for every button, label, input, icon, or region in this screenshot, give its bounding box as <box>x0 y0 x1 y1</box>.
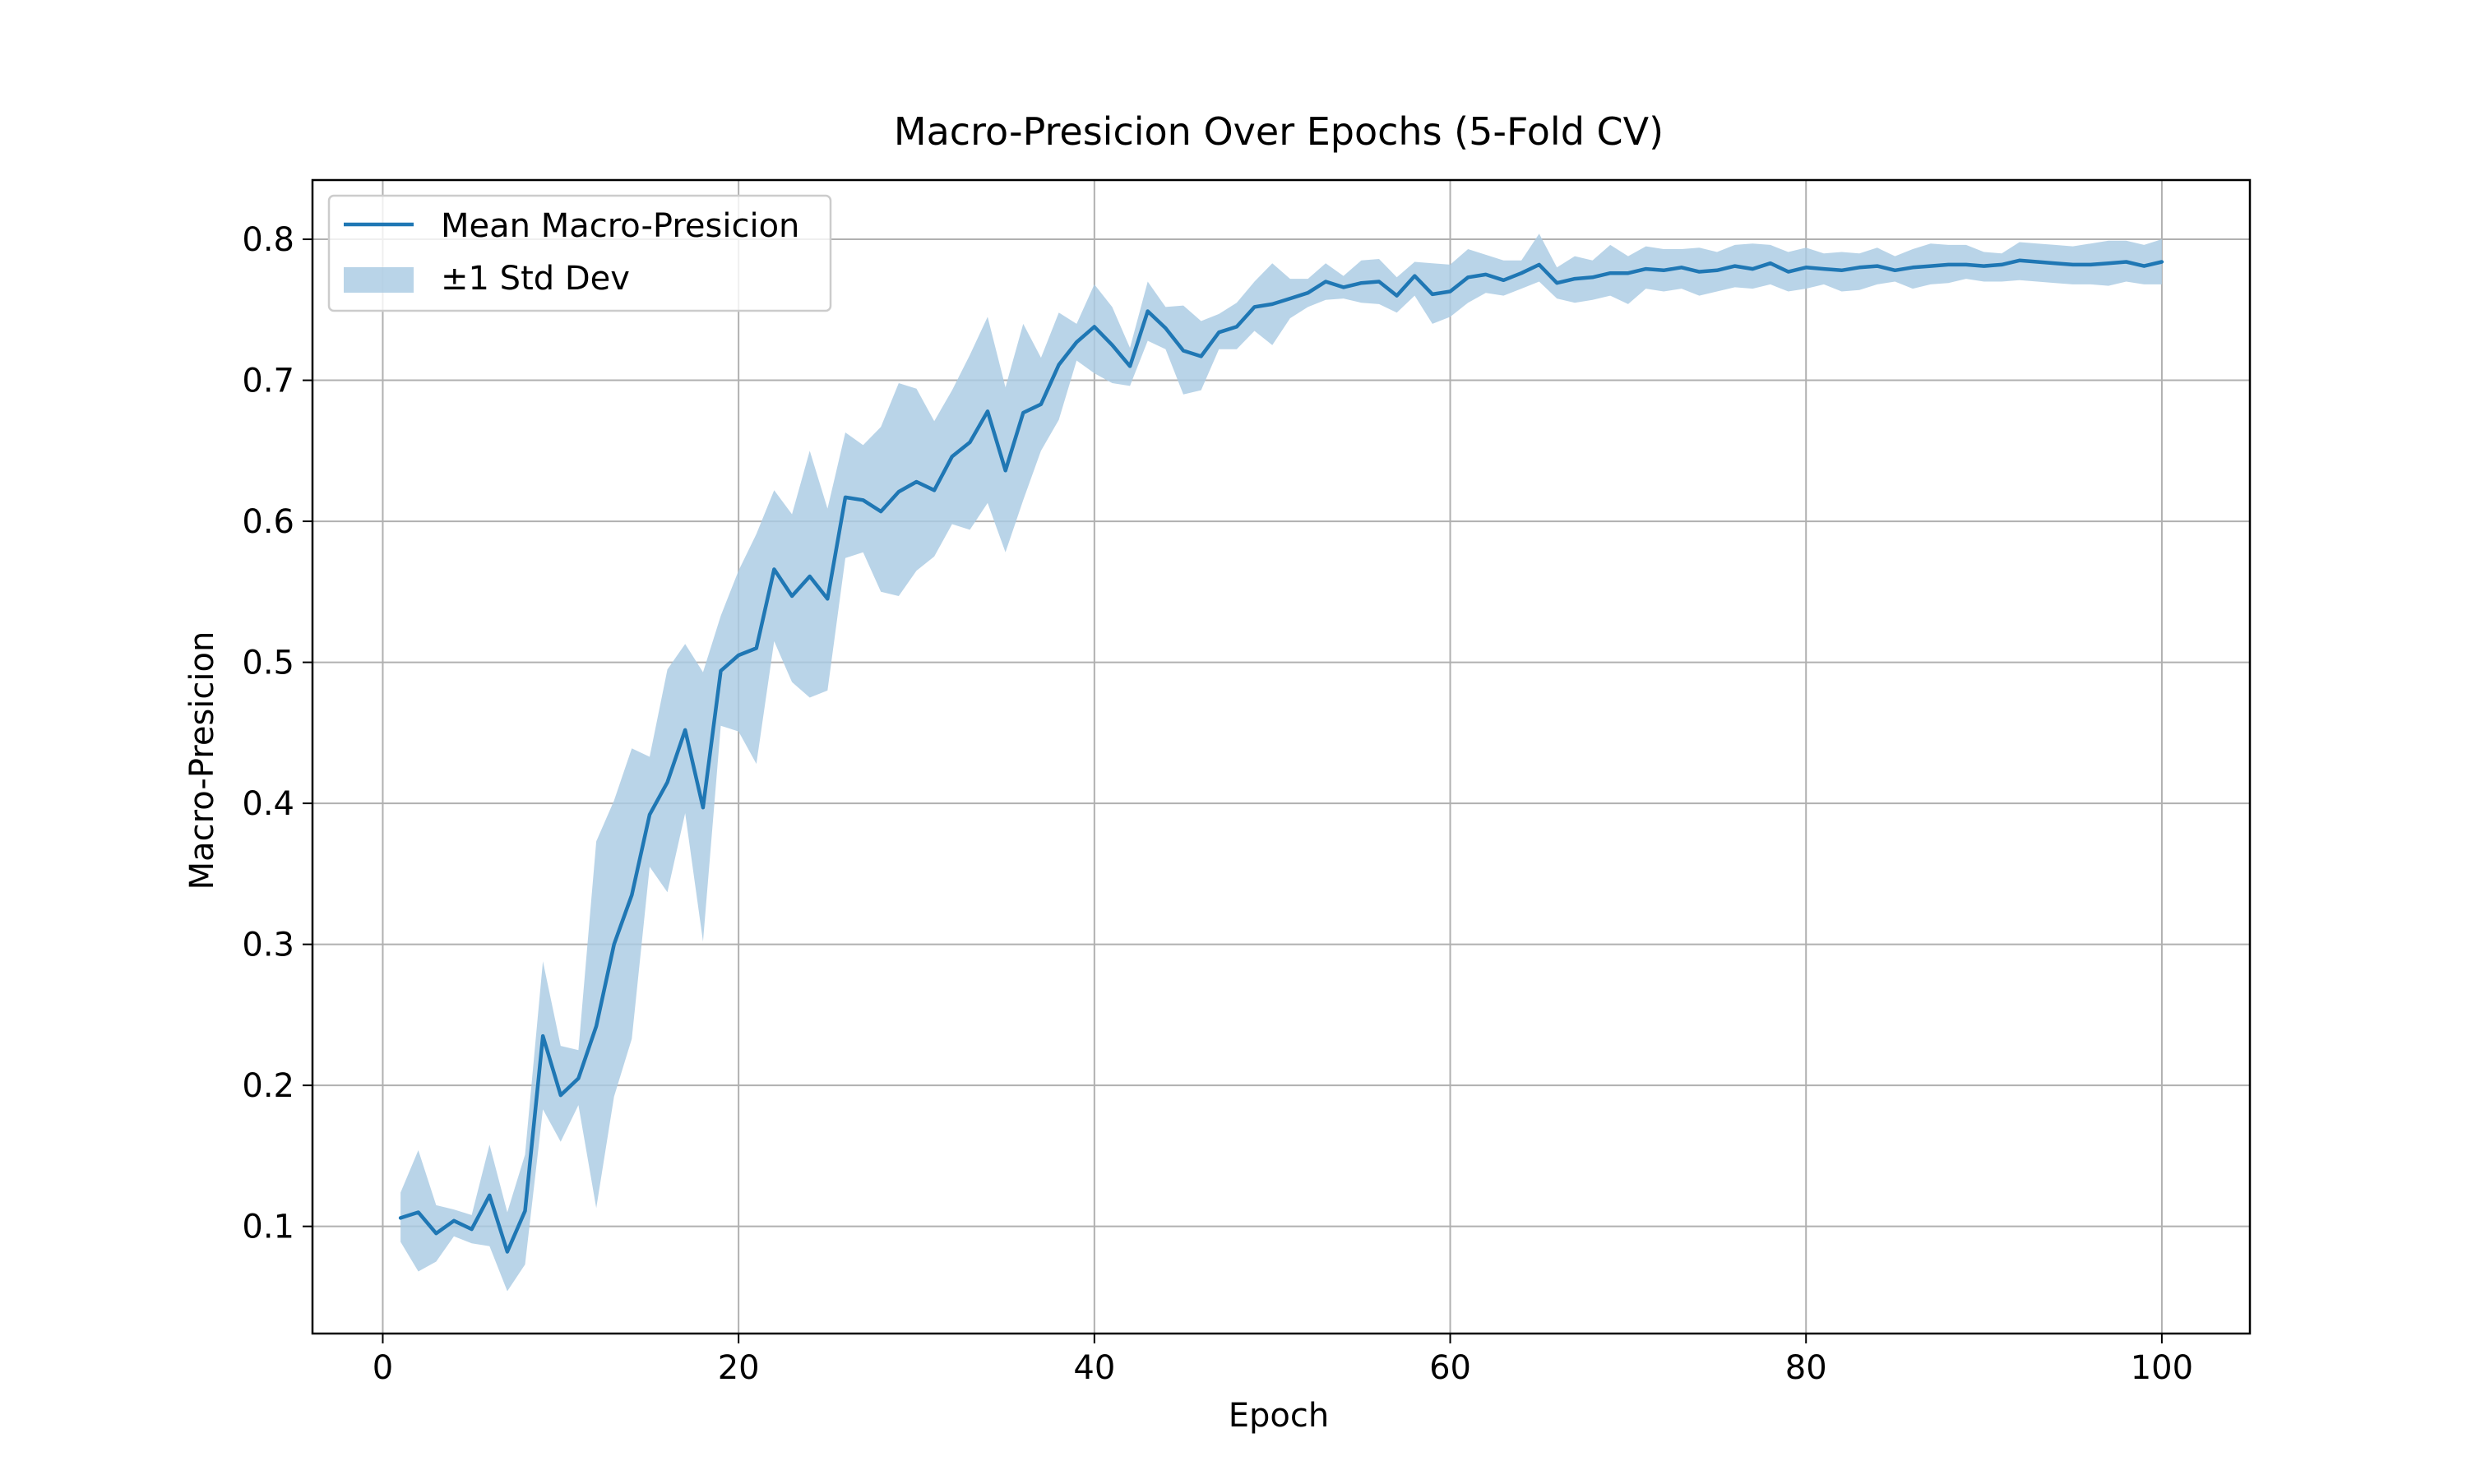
y-tick-label: 0.8 <box>242 221 294 259</box>
x-tick-label: 40 <box>1073 1349 1115 1387</box>
y-tick-label: 0.6 <box>242 503 294 541</box>
chart-title: Macro-Presicion Over Epochs (5-Fold CV) <box>894 109 1664 154</box>
axes-frame <box>311 178 2252 1335</box>
x-axis-label: Epoch <box>1229 1397 1329 1435</box>
legend-band-swatch <box>344 267 414 293</box>
x-tick-label: 100 <box>2131 1349 2193 1387</box>
y-tick-label: 0.3 <box>242 927 294 964</box>
y-tick-label: 0.4 <box>242 785 294 823</box>
legend-box <box>327 194 832 312</box>
y-tick-label: 0.7 <box>242 363 294 400</box>
x-tick-label: 60 <box>1429 1349 1471 1387</box>
x-tick-label: 0 <box>373 1349 393 1387</box>
y-tick-label: 0.2 <box>242 1067 294 1105</box>
legend-mean-label: Mean Macro-Presicion <box>441 207 799 245</box>
y-tick-label: 0.1 <box>242 1209 294 1246</box>
mean-line <box>398 258 2164 1254</box>
axis-ticks: 0 20 40 60 80 100 0.1 0.2 0.3 0.4 0.5 0.6 0.7 0.8 <box>242 221 2193 1387</box>
legend-std-label: ±1 Std Dev <box>441 260 630 298</box>
std-dev-band <box>400 233 2162 1292</box>
y-tick-label: 0.5 <box>242 645 294 682</box>
legend: Mean Macro-Presicion ±1 Std Dev <box>327 194 832 312</box>
x-tick-label: 20 <box>718 1349 760 1387</box>
plot-area <box>398 233 2164 1292</box>
x-tick-label: 80 <box>1785 1349 1827 1387</box>
y-axis-label: Macro-Presicion <box>183 631 221 890</box>
